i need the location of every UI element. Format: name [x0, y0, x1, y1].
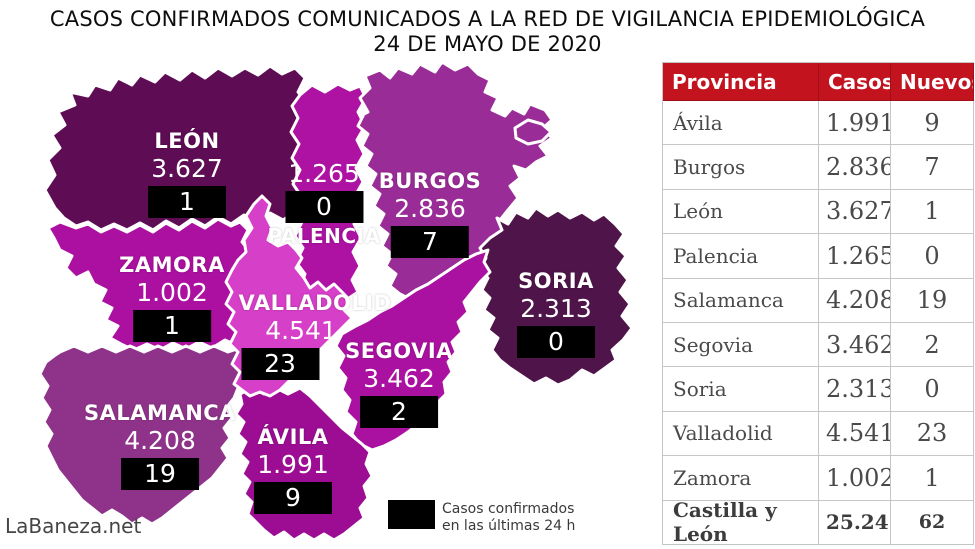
table-total-casos: 25.245 — [819, 500, 891, 545]
table-row-nuevos: 23 — [891, 411, 974, 457]
table-row-provincia: Segovia — [663, 323, 819, 368]
segovia-cases: 3.462 — [363, 364, 435, 393]
zamora-cases: 1.002 — [136, 278, 208, 307]
table-row-casos: 2.313 — [819, 367, 891, 412]
valladolid-name: VALLADOLID — [238, 291, 392, 315]
table-row-provincia: Burgos — [663, 145, 819, 190]
legend-text: Casos confirmados en las últimas 24 h — [442, 500, 575, 535]
salamanca-label-group: SALAMANCA 4.208 19 — [84, 400, 236, 490]
valladolid-label-group: VALLADOLID 4.541 23 — [238, 290, 391, 380]
salamanca-name: SALAMANCA — [84, 401, 236, 425]
table-row-provincia: Palencia — [663, 234, 819, 279]
table-row-nuevos: 1 — [891, 189, 974, 235]
burgos-name: BURGOS — [378, 169, 482, 193]
table-row-casos: 3.627 — [819, 189, 891, 235]
palencia-new-cases-box: 0 — [284, 191, 363, 223]
table-row-nuevos: 2 — [891, 323, 974, 368]
salamanca-cases: 4.208 — [124, 426, 196, 455]
legend: Casos confirmados en las últimas 24 h — [388, 500, 575, 535]
legend-black-swatch — [388, 500, 435, 529]
table-row-casos: 4.208 — [819, 278, 891, 323]
avila-new-cases-box: 9 — [254, 482, 332, 514]
table-row-provincia: León — [663, 189, 819, 235]
table-row-casos: 3.462 — [819, 323, 891, 368]
table-row-nuevos: 9 — [891, 101, 974, 146]
table-row-nuevos: 0 — [891, 234, 974, 279]
table-row-casos: 2.836 — [819, 145, 891, 190]
burgos-exclave-region — [513, 118, 553, 146]
table-header-nuevos: Nuevos — [891, 63, 974, 101]
table-header-provincia: Provincia — [663, 63, 819, 101]
page-title: CASOS CONFIRMADOS COMUNICADOS A LA RED D… — [0, 7, 975, 57]
valladolid-cases: 4.541 — [265, 316, 337, 345]
segovia-label-group: SEGOVIA 3.462 2 — [345, 338, 453, 428]
avila-cases: 1.991 — [257, 450, 329, 479]
zamora-name: ZAMORA — [119, 253, 225, 277]
legend-text-line-2: en las últimas 24 h — [442, 518, 576, 534]
burgos-label-group: BURGOS 2.836 7 — [379, 168, 481, 258]
table-total-provincia: Castilla y León — [663, 500, 819, 545]
table-row-nuevos: 1 — [891, 456, 974, 501]
zamora-label-group: ZAMORA 1.002 1 — [119, 252, 225, 342]
table-row-provincia: Zamora — [663, 456, 819, 501]
segovia-name: SEGOVIA — [345, 339, 453, 363]
palencia-cases: 1.265 — [288, 159, 360, 188]
leon-new-cases-box: 1 — [148, 186, 226, 218]
soria-label-group: SORIA 2.313 0 — [517, 268, 595, 358]
table-header-casos: Casos — [819, 63, 891, 101]
table-total-nuevos: 62 — [891, 500, 974, 545]
palencia-name: PALENCIA — [267, 224, 381, 248]
table-row-provincia: Valladolid — [663, 411, 819, 457]
palencia-label-group: 1.265 0 PALENCIA — [267, 160, 380, 249]
burgos-new-cases-box: 7 — [390, 226, 469, 258]
valladolid-region — [224, 194, 354, 398]
burgos-cases: 2.836 — [394, 194, 466, 223]
segovia-new-cases-box: 2 — [359, 396, 438, 428]
table-row-casos: 1.991 — [819, 101, 891, 146]
table-row-nuevos: 19 — [891, 278, 974, 323]
leon-label-group: LEÓN 3.627 1 — [148, 128, 226, 218]
valladolid-new-cases-box: 23 — [240, 348, 319, 380]
table-row-provincia: Salamanca — [663, 278, 819, 323]
zamora-new-cases-box: 1 — [133, 310, 211, 342]
table-row-casos: 4.541 — [819, 411, 891, 457]
salamanca-new-cases-box: 19 — [121, 458, 199, 490]
title-line-1: CASOS CONFIRMADOS COMUNICADOS A LA RED D… — [49, 7, 926, 31]
avila-name: ÁVILA — [257, 425, 329, 449]
leon-cases: 3.627 — [151, 154, 223, 183]
title-line-2: 24 DE MAYO DE 2020 — [373, 32, 602, 56]
table-row-provincia: Soria — [663, 367, 819, 412]
table-row-casos: 1.265 — [819, 234, 891, 279]
avila-label-group: ÁVILA 1.991 9 — [254, 424, 332, 514]
cases-table: Provincia Casos Nuevos Ávila 1.991 9 Bur… — [662, 62, 974, 545]
watermark: LaBaneza.net — [5, 514, 142, 538]
table-row-provincia: Ávila — [663, 101, 819, 146]
table-row-casos: 1.002 — [819, 456, 891, 501]
table-row-nuevos: 0 — [891, 367, 974, 412]
soria-cases: 2.313 — [520, 294, 592, 323]
table-row-nuevos: 7 — [891, 145, 974, 190]
legend-text-line-1: Casos confirmados — [442, 501, 575, 517]
leon-name: LEÓN — [154, 129, 220, 153]
soria-new-cases-box: 0 — [517, 326, 595, 358]
soria-name: SORIA — [518, 269, 594, 293]
